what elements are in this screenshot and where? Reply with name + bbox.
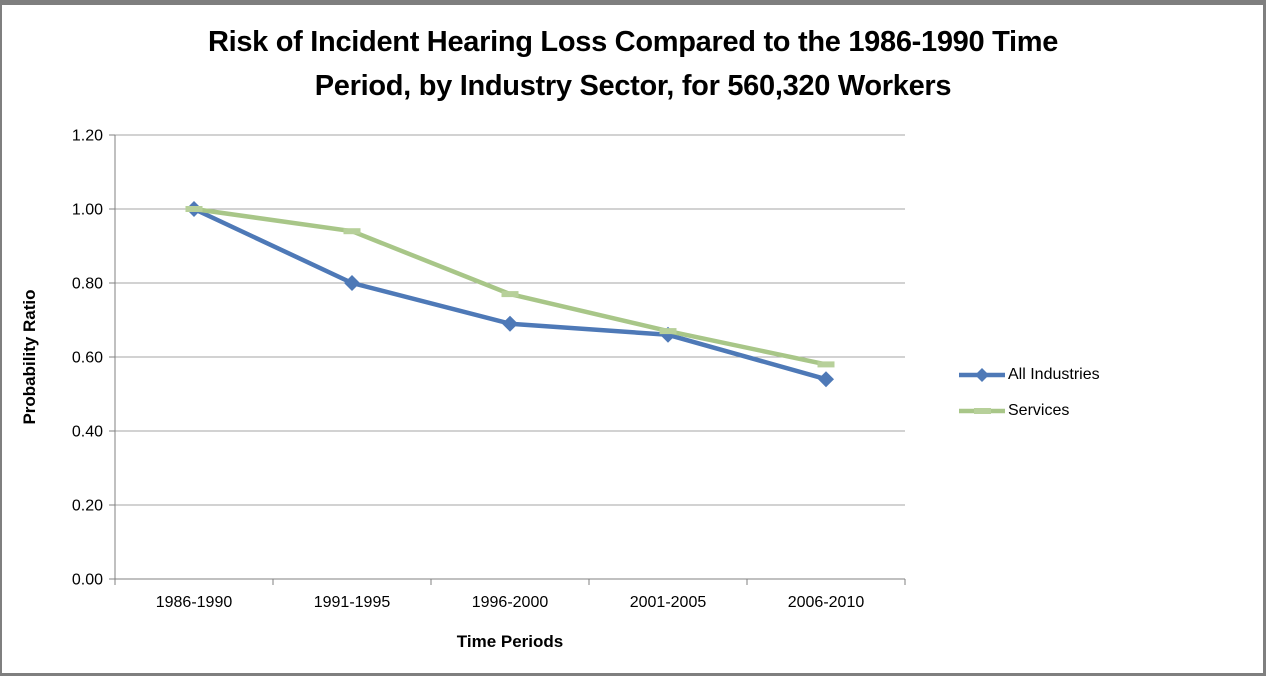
y-tick-label: 0.20 (72, 498, 103, 515)
chart-title-line2: Period, by Industry Sector, for 560,320 … (314, 70, 952, 102)
series-marker-dash-services (343, 228, 361, 235)
legend-swatch-all-industries (959, 368, 1005, 382)
legend-swatch-services (959, 408, 1005, 414)
y-axis-title: Probability Ratio (20, 289, 39, 425)
legend-item-all-industries: All Industries (958, 364, 1100, 386)
legend: All Industries Services (958, 364, 1100, 436)
legend-label-all-industries: All Industries (1008, 366, 1100, 383)
series-marker-diamond-all-industries (502, 315, 518, 332)
series-line-services (191, 206, 829, 367)
y-tick-label: 1.00 (72, 202, 103, 219)
chart-title-line1: Risk of Incident Hearing Loss Compared t… (207, 26, 1059, 58)
series-marker-dash-services (501, 291, 519, 298)
legend-item-services: Services (958, 400, 1100, 422)
chart-title: Risk of Incident Hearing Loss Compared t… (0, 20, 1266, 108)
y-tick-label: 1.20 (72, 128, 103, 145)
legend-marker-diamond-all-industries (975, 368, 989, 382)
x-tick-label: 1996-2000 (472, 594, 549, 611)
legend-marker-dash-services (974, 408, 991, 414)
series-marker-dash-services (185, 206, 203, 212)
series-marker-diamond-all-industries (344, 275, 360, 291)
legend-label-services: Services (1008, 402, 1070, 419)
x-axis-title: Time Periods (456, 632, 564, 651)
x-tick-label: 1986-1990 (156, 594, 233, 611)
x-tick-label: 2001-2005 (630, 594, 707, 611)
x-tick-label: 1991-1995 (314, 594, 391, 611)
series-marker-dash-services (817, 361, 835, 368)
series-marker-dash-services (659, 328, 677, 335)
x-tick-label: 2006-2010 (788, 594, 865, 611)
y-tick-label: 0.40 (72, 424, 103, 441)
y-tick-label: 0.60 (72, 350, 103, 367)
y-tick-label: 0.00 (72, 572, 103, 589)
y-tick-label: 0.80 (72, 276, 103, 293)
series-marker-diamond-all-industries (818, 371, 834, 388)
